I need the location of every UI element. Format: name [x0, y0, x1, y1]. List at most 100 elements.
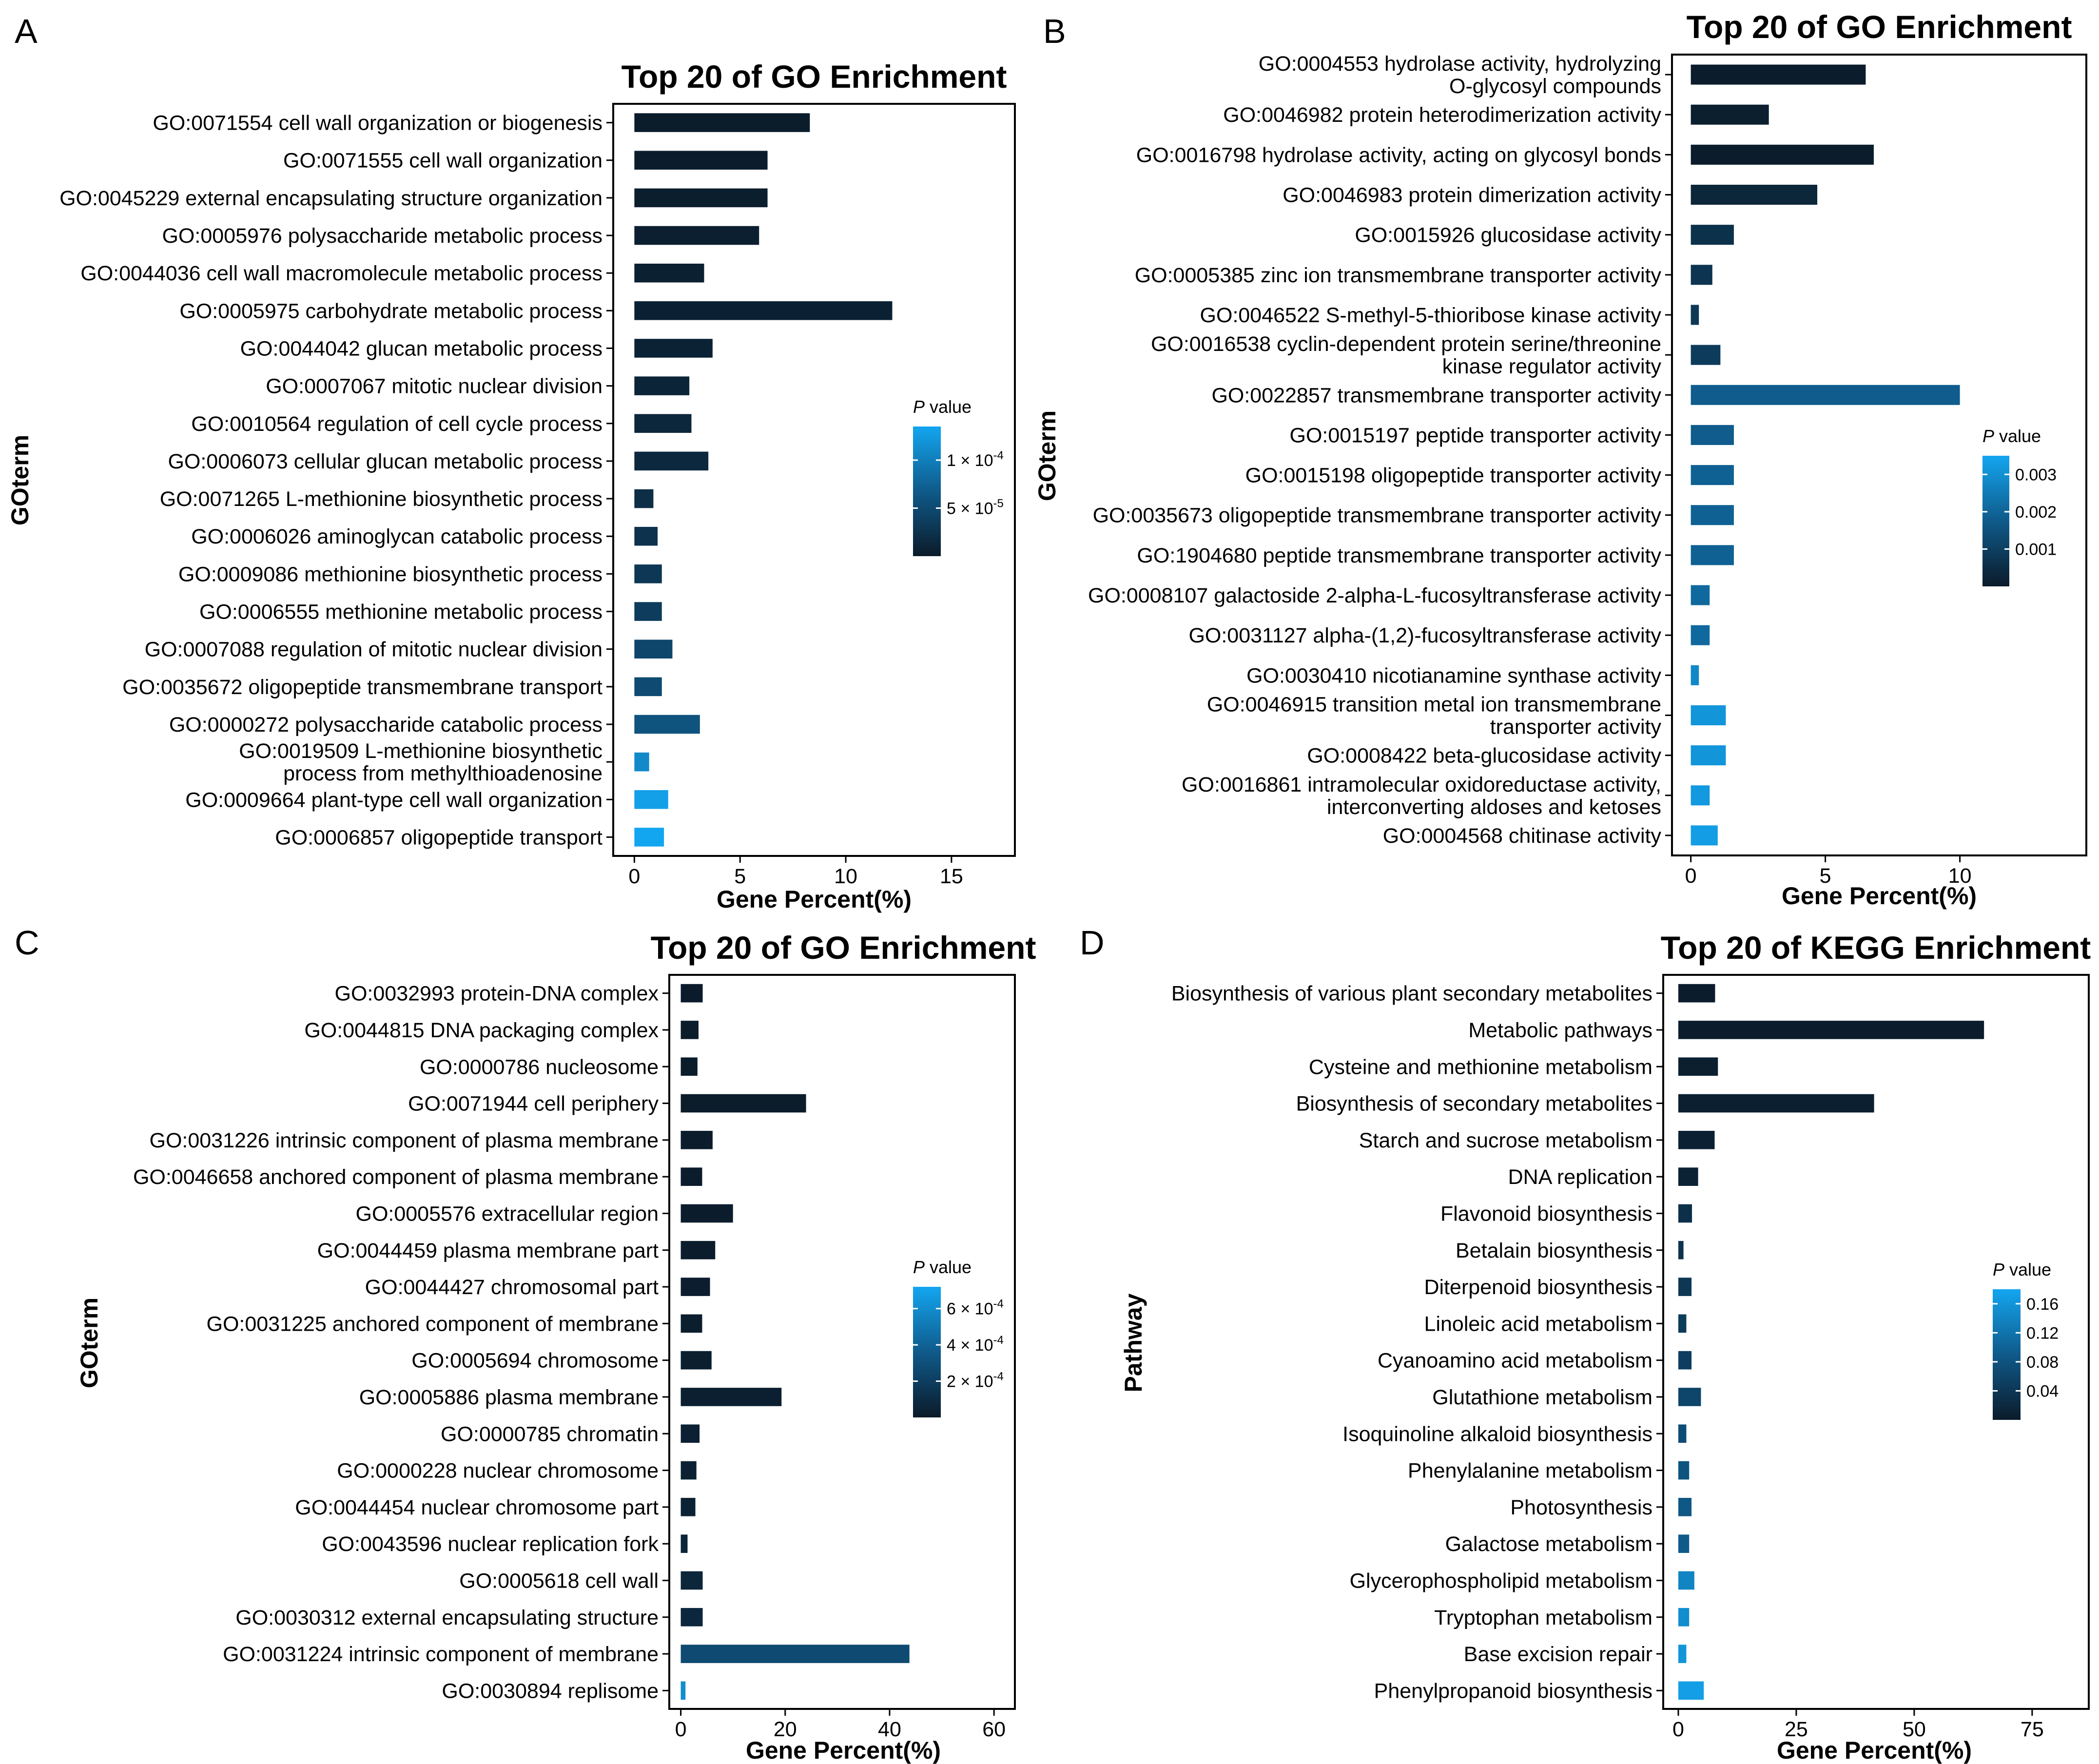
bar: [634, 226, 759, 245]
bar: [680, 1241, 716, 1260]
legend-title-rest: value: [925, 1257, 972, 1277]
bar: [1678, 1167, 1698, 1186]
bar: [1691, 665, 1699, 685]
bar: [1691, 545, 1734, 565]
category-label-line: GO:0044427 chromosomal part: [365, 1276, 659, 1299]
category-label-line: Diterpenoid biosynthesis: [1424, 1276, 1653, 1299]
bar: [634, 752, 649, 772]
category-label-line: GO:0035672 oligopeptide transmembrane tr…: [122, 676, 602, 699]
legend-title: P value: [1982, 426, 2041, 446]
legend-tick-label: 1 × 10-4: [947, 449, 1004, 470]
category-label: Base excision repair: [1464, 1643, 1652, 1666]
category-label-line: Galactose metabolism: [1445, 1532, 1652, 1556]
category-label: GO:0046915 transition metal ion transmem…: [1207, 693, 1662, 738]
category-label: GO:0015926 glucosidase activity: [1355, 224, 1661, 247]
bar: [680, 1131, 713, 1149]
legend-title-rest: value: [1994, 426, 2041, 446]
category-label: GO:0000272 polysaccharide catabolic proc…: [169, 713, 602, 737]
category-label-line: Photosynthesis: [1510, 1496, 1652, 1519]
bar: [1691, 585, 1710, 605]
bar: [1678, 1461, 1690, 1480]
bar: [1691, 825, 1718, 846]
category-label-line: DNA replication: [1508, 1165, 1652, 1189]
category-label-line: GO:0008107 galactoside 2-alpha-L-fucosyl…: [1088, 584, 1661, 607]
bar: [634, 263, 704, 283]
category-label: GO:0044036 cell wall macromolecule metab…: [80, 262, 602, 285]
category-label-line: GO:0010564 regulation of cell cycle proc…: [191, 412, 602, 436]
legend-tick-label: 0.16: [2026, 1295, 2059, 1314]
panel-a-letter: A: [15, 12, 38, 50]
plot-frame: [612, 103, 1016, 857]
category-label: GO:0007088 regulation of mitotic nuclear…: [145, 638, 602, 661]
bar: [680, 984, 703, 1003]
bar: [1691, 465, 1734, 485]
legend-title-p: P: [913, 397, 925, 417]
category-label: Phenylalanine metabolism: [1408, 1459, 1652, 1483]
bar: [680, 1278, 710, 1296]
category-label: GO:0031127 alpha-(1,2)-fucosyltransferas…: [1188, 624, 1661, 647]
bar: [680, 1571, 703, 1590]
bar: [1678, 1388, 1701, 1406]
bar: [1691, 64, 1866, 85]
category-label-line: Betalain biosynthesis: [1456, 1239, 1652, 1262]
x-tick-label: 0: [675, 1718, 687, 1741]
bar: [634, 715, 700, 734]
legend-tick-label: 0.08: [2026, 1353, 2059, 1372]
bar: [1678, 984, 1715, 1003]
bar: [634, 451, 709, 471]
x-tick-label: 40: [878, 1718, 901, 1741]
category-label-line: GO:0030894 replisome: [442, 1679, 659, 1703]
category-label-line: GO:0044459 plasma membrane part: [317, 1239, 659, 1262]
category-label-line: Glutathione metabolism: [1432, 1386, 1652, 1409]
x-tick-label: 15: [940, 865, 963, 888]
legend-tick-base: 5 × 10: [947, 499, 993, 518]
category-label-line: Biosynthesis of secondary metabolites: [1296, 1092, 1652, 1116]
bar: [1678, 1278, 1692, 1296]
category-label-line: GO:0009664 plant-type cell wall organiza…: [185, 788, 602, 812]
category-label: GO:0046983 protein dimerization activity: [1283, 184, 1661, 207]
legend-colorbar: [913, 1287, 941, 1417]
x-tick-label: 10: [834, 865, 857, 888]
panel-b-xlabel: Gene Percent(%): [1782, 882, 1977, 910]
legend-title: P value: [1993, 1260, 2051, 1279]
legend-colorbar: [913, 426, 941, 556]
category-label: Cyanoamino acid metabolism: [1378, 1349, 1652, 1373]
category-label-line: GO:0071554 cell wall organization or bio…: [153, 112, 602, 135]
category-label: GO:0046522 S-methyl-5-thioribose kinase …: [1200, 304, 1662, 327]
category-label-line: Cysteine and methionine metabolism: [1309, 1055, 1652, 1079]
category-label: GO:0016798 hydrolase activity, acting on…: [1136, 143, 1661, 167]
legend-tick-base: 6 × 10: [947, 1300, 993, 1318]
panel-c-ylabel: GOterm: [76, 1298, 103, 1388]
category-label: Tryptophan metabolism: [1434, 1606, 1652, 1629]
category-label: GO:0004568 chitinase activity: [1383, 824, 1662, 848]
category-label-line: GO:0043596 nuclear replication fork: [322, 1532, 659, 1556]
category-label-line: GO:0030410 nicotianamine synthase activi…: [1246, 664, 1661, 687]
category-label-line: GO:0035673 oligopeptide transmembrane tr…: [1093, 504, 1662, 527]
category-label: GO:0044815 DNA packaging complex: [304, 1019, 659, 1042]
bar: [1678, 1498, 1692, 1516]
category-label: GO:0005976 polysaccharide metabolic proc…: [162, 224, 602, 248]
category-label: Isoquinoline alkaloid biosynthesis: [1342, 1422, 1652, 1446]
legend-title: P value: [913, 397, 972, 417]
category-label-line: Biosynthesis of various plant secondary …: [1171, 982, 1652, 1006]
panel-c: C Top 20 of GO Enrichment GOterm Gene Pe…: [15, 924, 1036, 1764]
legend-tick-label: 0.001: [2015, 540, 2057, 559]
category-label: GO:0044427 chromosomal part: [365, 1276, 659, 1299]
legend-tick-label: 0.04: [2026, 1382, 2059, 1400]
panel-d-ylabel: Pathway: [1120, 1293, 1147, 1392]
bar: [680, 1608, 703, 1627]
category-label-line: GO:0071265 L-methionine biosynthetic pro…: [160, 487, 602, 511]
category-label-line: GO:0031224 intrinsic component of membra…: [223, 1643, 659, 1666]
bar: [1678, 1094, 1874, 1113]
bar: [1691, 144, 1874, 165]
bar: [634, 301, 893, 320]
category-label-line: GO:0008422 beta-glucosidase activity: [1307, 744, 1661, 768]
legend-tick-base: 0.003: [2015, 465, 2057, 484]
category-label-line: GO:0009086 methionine biosynthetic proce…: [178, 562, 602, 586]
category-label-line: GO:0005576 extracellular region: [356, 1202, 659, 1225]
category-label: GO:0006555 methionine metabolic process: [199, 601, 602, 624]
category-label: GO:0030410 nicotianamine synthase activi…: [1246, 664, 1661, 687]
category-label-line: GO:0071555 cell wall organization: [283, 149, 602, 173]
category-label-line: GO:0006555 methionine metabolic process: [199, 601, 602, 624]
bar: [1691, 785, 1710, 806]
